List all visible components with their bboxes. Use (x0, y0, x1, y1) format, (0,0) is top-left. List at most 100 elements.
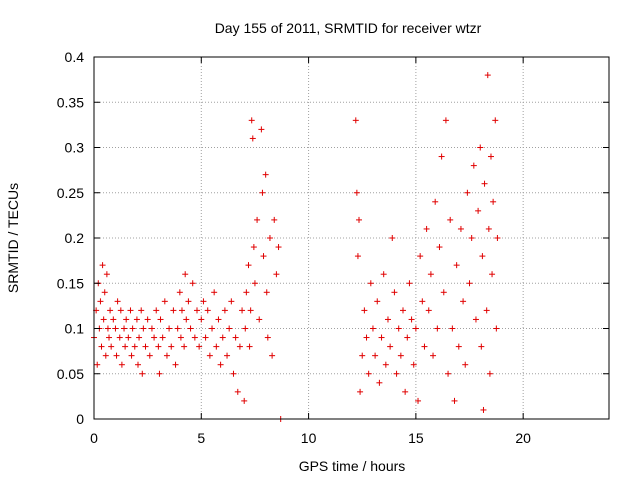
data-point (262, 171, 269, 178)
data-point (408, 316, 415, 323)
data-point (178, 307, 185, 314)
x-tick-label: 5 (197, 430, 205, 446)
data-point (415, 397, 422, 404)
data-point (121, 325, 128, 332)
data-point (211, 289, 218, 296)
data-point (239, 307, 246, 314)
data-point (464, 189, 471, 196)
data-point (241, 397, 248, 404)
data-point (445, 370, 452, 377)
data-point (246, 343, 253, 350)
data-point (273, 271, 280, 278)
data-point (196, 343, 203, 350)
data-point (97, 298, 104, 305)
y-tick-label: 0.05 (57, 366, 84, 382)
data-point (475, 207, 482, 214)
data-point (129, 325, 136, 332)
data-point (108, 343, 115, 350)
data-point (122, 343, 129, 350)
data-point (181, 343, 188, 350)
data-point (183, 316, 190, 323)
data-point (226, 325, 233, 332)
plot-frame (93, 56, 610, 420)
y-tick-label: 0.2 (65, 230, 85, 246)
data-point (172, 361, 179, 368)
data-point (133, 316, 140, 323)
data-point (483, 307, 490, 314)
data-point (113, 352, 120, 359)
data-point (100, 316, 107, 323)
data-point (123, 316, 130, 323)
gridlines (94, 57, 609, 419)
data-point (263, 289, 270, 296)
data-point (136, 334, 143, 341)
data-point (200, 298, 207, 305)
data-point (425, 307, 432, 314)
data-point (485, 225, 492, 232)
data-point (427, 271, 434, 278)
data-point (269, 352, 276, 359)
data-point (155, 343, 162, 350)
data-point (492, 117, 499, 124)
data-point (187, 325, 194, 332)
data-point (248, 117, 255, 124)
data-point (219, 334, 226, 341)
data-point (128, 352, 135, 359)
data-point (131, 343, 138, 350)
data-point (98, 343, 105, 350)
data-point (209, 325, 216, 332)
data-point (353, 189, 360, 196)
data-point (156, 370, 163, 377)
data-point (168, 343, 175, 350)
data-point (352, 117, 359, 124)
data-point (489, 271, 496, 278)
data-point (410, 361, 417, 368)
data-point (142, 343, 149, 350)
data-point (493, 325, 500, 332)
data-point (357, 388, 364, 395)
data-point (118, 361, 125, 368)
data-point (228, 298, 235, 305)
y-axis-label: SRMTID / TECUs (5, 183, 21, 293)
data-point (251, 280, 258, 287)
data-point (170, 307, 177, 314)
data-point (144, 316, 151, 323)
data-point (191, 334, 198, 341)
data-point (490, 198, 497, 205)
data-point (494, 235, 501, 241)
data-point (359, 352, 366, 359)
y-tick-label: 0.3 (65, 140, 85, 156)
data-point (107, 307, 114, 314)
data-point (250, 244, 257, 251)
data-point (486, 370, 493, 377)
data-point (436, 244, 443, 251)
data-point (451, 397, 458, 404)
data-point (457, 225, 464, 232)
data-point (247, 307, 254, 314)
data-point (232, 334, 239, 341)
data-point (404, 334, 411, 341)
data-point (397, 352, 404, 359)
data-point (266, 235, 273, 241)
data-point (161, 298, 168, 305)
y-tick-label: 0 (76, 411, 84, 427)
data-point (484, 72, 491, 79)
y-tick-label: 0.4 (65, 49, 85, 65)
data-point (134, 361, 141, 368)
data-point (275, 244, 282, 251)
data-point (202, 334, 209, 341)
data-point (361, 307, 368, 314)
data-point (189, 280, 196, 287)
data-point (148, 325, 155, 332)
data-point (104, 325, 111, 332)
data-point (112, 325, 119, 332)
data-point (114, 298, 121, 305)
data-point (374, 298, 381, 305)
data-point (116, 334, 123, 341)
data-point (356, 216, 363, 223)
y-tick-label: 0.1 (65, 321, 85, 337)
x-tick-label: 0 (90, 430, 98, 446)
data-point (480, 406, 487, 413)
data-point (419, 298, 426, 305)
data-point (354, 253, 361, 260)
